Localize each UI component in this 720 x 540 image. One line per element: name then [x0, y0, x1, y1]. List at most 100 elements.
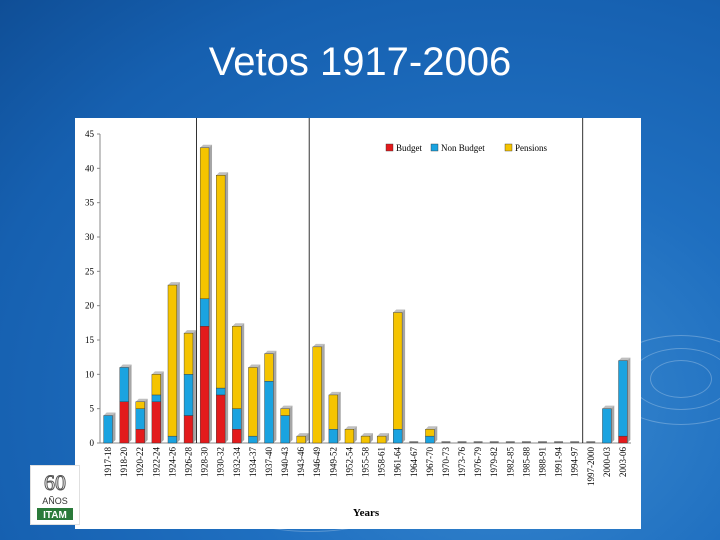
- x-tick-label: 1926-28: [184, 447, 194, 477]
- bar-segment-non-budget: [167, 435, 178, 444]
- bar-segment-non-budget: [618, 360, 628, 437]
- bar-segment-pensions: [167, 284, 178, 437]
- bar-top-shade: [344, 426, 357, 430]
- bar-side-shade: [305, 433, 309, 443]
- bar-side-shade: [434, 426, 438, 443]
- x-tick-label: 1988-91: [538, 447, 548, 477]
- legend-swatch: [430, 143, 439, 152]
- bar-segment-non-budget: [199, 298, 210, 327]
- bar-top-shade: [151, 371, 164, 375]
- x-tick-label: 2000-03: [602, 447, 612, 477]
- bar-side-shade: [321, 343, 325, 443]
- legend-swatch: [385, 143, 394, 152]
- bar-side-shade: [176, 282, 180, 443]
- bar-segment-non-budget: [232, 408, 242, 430]
- bar-top-shade: [296, 433, 309, 437]
- x-tick-label: 1920-22: [135, 447, 145, 477]
- bar-segment-non-budget: [280, 415, 290, 444]
- bar-side-shade: [627, 357, 631, 443]
- bar-top-shade: [103, 412, 116, 416]
- x-tick-label: 1918-20: [119, 447, 129, 477]
- bar-segment-non-budget: [602, 408, 612, 444]
- x-tick-label: 1982-85: [505, 447, 515, 477]
- y-axis: 0 5 10 15 20 25 30 35 40 45: [85, 129, 631, 448]
- bar-segment-non-budget: [216, 387, 226, 396]
- bar-segment-budget: [216, 394, 226, 444]
- bar-segment-pensions: [393, 312, 403, 430]
- x-tick-label: 1934-37: [248, 447, 258, 477]
- itam-logo: 60 AÑOS ITAM: [30, 465, 80, 525]
- bar-segment-pensions: [280, 408, 290, 416]
- bar-side-shade: [353, 426, 357, 443]
- bar-side-shade: [128, 364, 132, 443]
- legend-label: Non Budget: [441, 143, 485, 153]
- bar-segment-pensions: [360, 435, 371, 444]
- bar-segment-non-budget: [328, 429, 338, 444]
- legend-swatch: [504, 143, 513, 152]
- bar-top-shade: [280, 405, 293, 409]
- x-tick-label: 1958-61: [377, 447, 387, 477]
- x-tick-label: 1930-32: [216, 447, 226, 477]
- y-tick-label: 10: [85, 369, 95, 379]
- x-tick-label: 1985-88: [521, 447, 531, 477]
- x-tick-label: 1964-67: [409, 447, 419, 477]
- x-tick-label: 1997-2000: [586, 447, 596, 486]
- bar-top-shade: [248, 364, 261, 368]
- bar-segment-pensions: [183, 332, 194, 375]
- bar-segment-budget: [183, 415, 194, 444]
- bar-top-shade: [216, 172, 229, 176]
- bar-segment-budget: [232, 429, 242, 444]
- bar-segment-pensions: [264, 353, 274, 382]
- bar-segment-non-budget: [119, 367, 129, 402]
- y-tick-label: 15: [85, 335, 95, 345]
- bar-top-shade: [377, 433, 390, 437]
- x-axis-title: Years: [353, 507, 380, 519]
- bar-segment-pensions: [135, 401, 145, 409]
- bar-top-shade: [167, 282, 180, 286]
- bar-segment-non-budget: [264, 381, 274, 444]
- x-tick-label: 1937-40: [264, 447, 274, 477]
- y-tick-label: 25: [85, 266, 95, 276]
- bar-side-shade: [209, 144, 213, 443]
- bar-segment-pensions: [296, 435, 306, 444]
- bar-side-shade: [257, 364, 261, 443]
- y-tick-label: 5: [90, 404, 95, 414]
- bar-side-shade: [112, 412, 116, 443]
- bar-side-shade: [337, 391, 341, 443]
- x-tick-label: 1940-43: [280, 447, 290, 477]
- bar-top-shade: [119, 364, 132, 368]
- bars: [103, 144, 631, 444]
- bar-segment-non-budget: [135, 408, 145, 430]
- bar-segment-budget: [618, 435, 628, 444]
- y-tick-label: 35: [85, 198, 95, 208]
- bar-top-shade: [200, 144, 213, 148]
- bar-top-shade: [361, 433, 373, 437]
- x-tick-label: 1973-76: [457, 447, 467, 477]
- bar-side-shade: [386, 433, 390, 443]
- logo-itam: ITAM: [43, 510, 67, 521]
- x-tick-label: 1991-94: [554, 447, 564, 477]
- bar-segment-budget: [151, 401, 161, 444]
- bar-top-shade: [393, 309, 406, 313]
- y-tick-label: 30: [85, 232, 95, 242]
- bar-side-shade: [192, 330, 196, 443]
- x-tick-label: 1967-70: [425, 447, 435, 477]
- slide-title: Vetos 1917-2006: [208, 40, 512, 84]
- x-tick-label: 1955-58: [361, 447, 371, 477]
- x-tick-label: 1970-73: [441, 447, 451, 477]
- legend-label: Pensions: [515, 143, 548, 153]
- bar-side-shade: [369, 433, 373, 443]
- x-tick-label: 2003-06: [618, 447, 628, 477]
- x-tick-label: 1928-30: [200, 447, 210, 477]
- x-tick-label: 1949-52: [328, 447, 338, 477]
- bar-segment-pensions: [232, 326, 242, 409]
- bar-segment-pensions: [151, 374, 161, 396]
- bar-side-shade: [160, 371, 164, 443]
- bar-segment-non-budget: [425, 435, 435, 444]
- bar-top-shade: [602, 405, 615, 409]
- x-tick-label: 1924-26: [167, 447, 177, 477]
- bar-segment-non-budget: [248, 435, 258, 444]
- bar-segment-budget: [119, 401, 129, 444]
- stacked-bar-chart: 0 5 10 15 20 25 30 35 40 45 1917-18 1918-20 1920-22…: [85, 118, 631, 519]
- x-tick-label: 1961-64: [393, 447, 403, 477]
